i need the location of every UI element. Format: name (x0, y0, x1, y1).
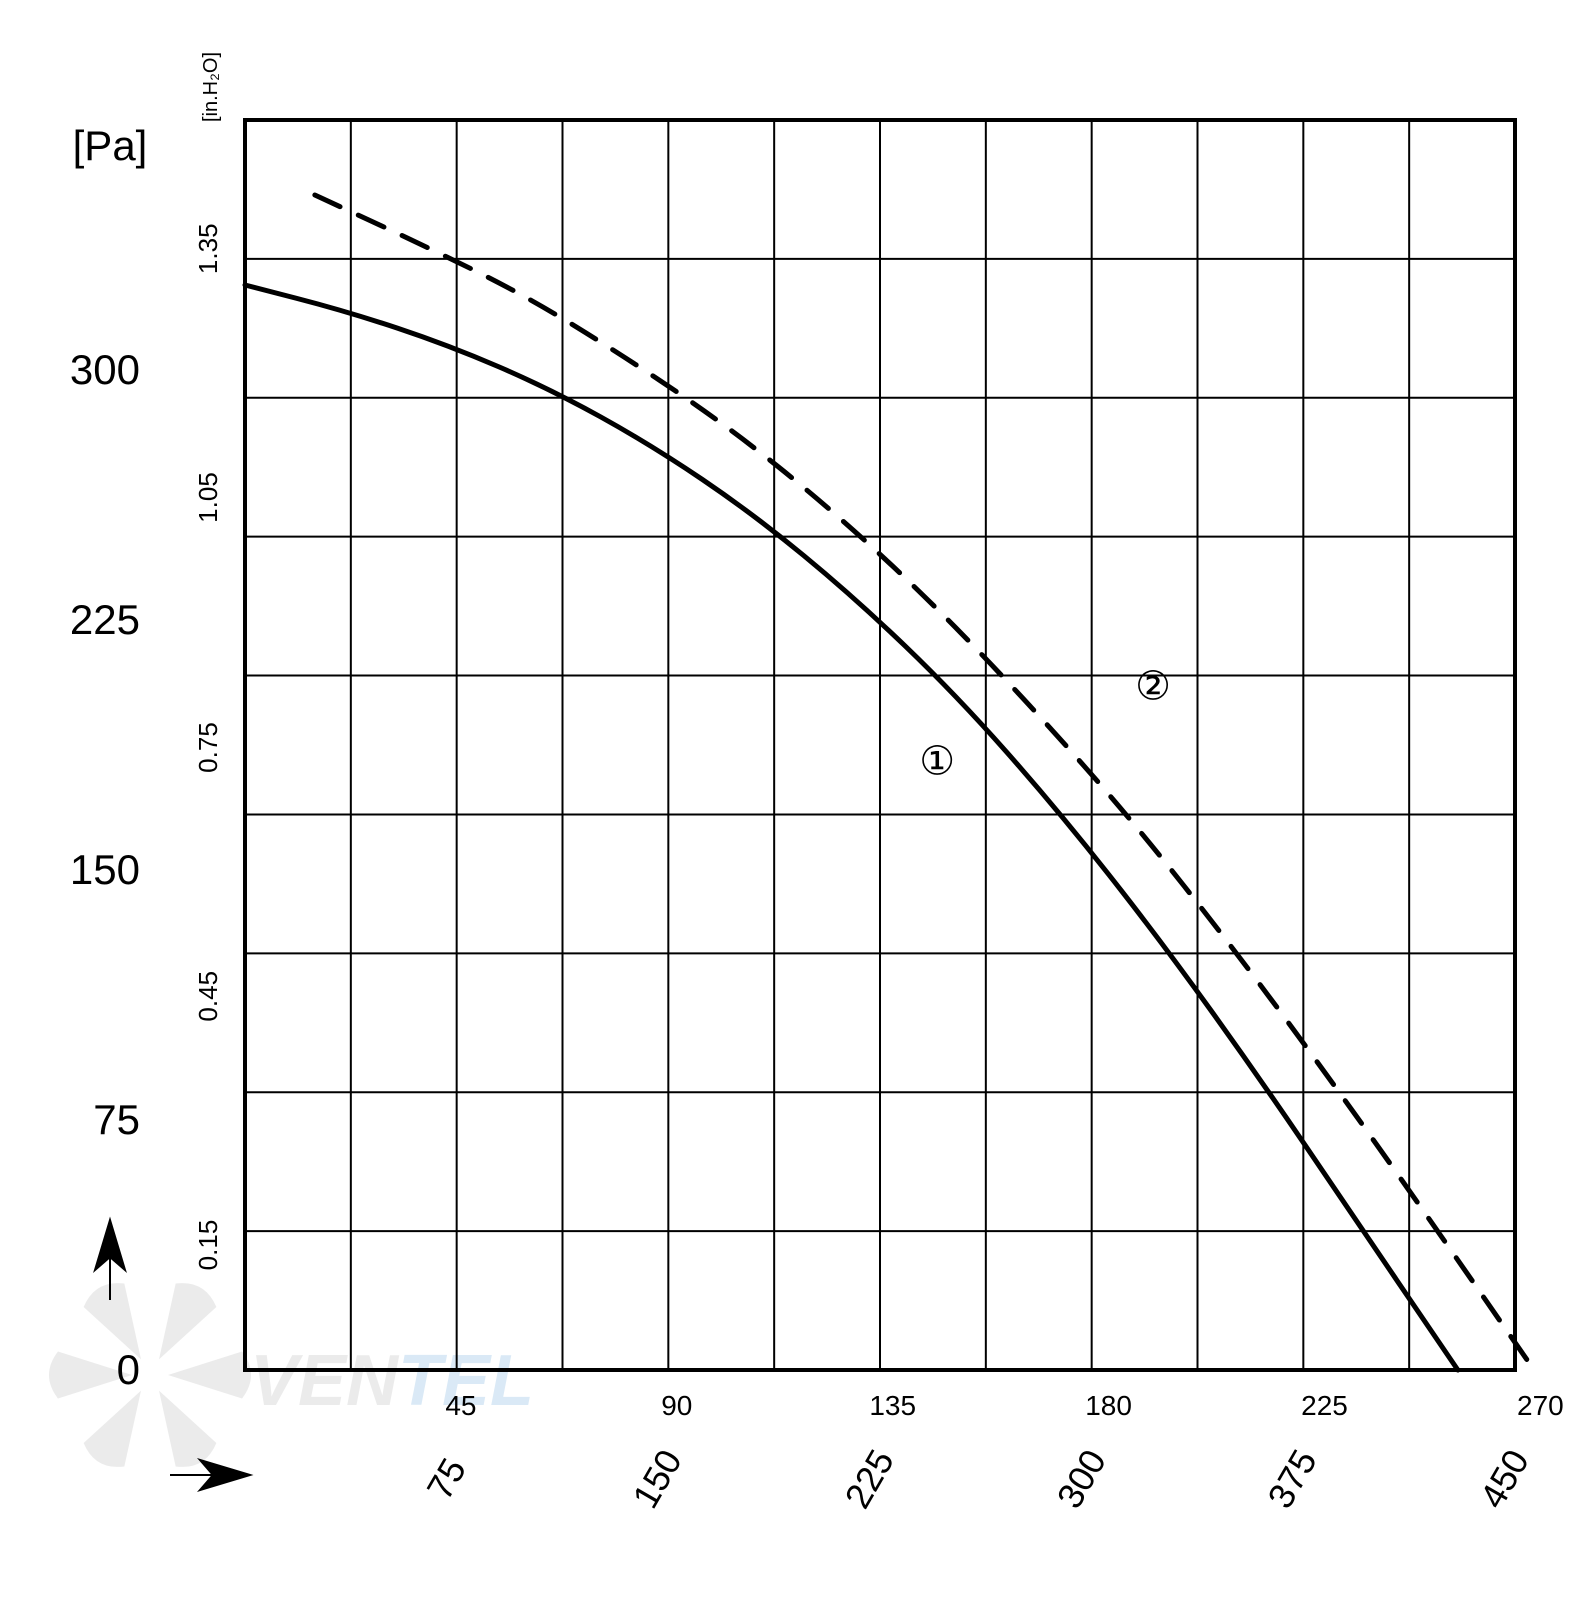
y-right-tick-2: 0.75 (193, 722, 223, 773)
grid (245, 120, 1515, 1370)
x-m3h-tick-5: 450 (1471, 1442, 1537, 1515)
x-m3h-tick-1: 150 (624, 1442, 690, 1515)
curve-curve1 (245, 285, 1458, 1370)
y-left-tick-3: 75 (93, 1096, 140, 1143)
x-cfm-tick-3: 180 (1085, 1390, 1132, 1421)
y-right-tick-0: 1.35 (193, 223, 223, 274)
x-m3h-tick-4: 375 (1259, 1442, 1325, 1515)
x-cfm-tick-1: 90 (661, 1390, 692, 1421)
curves: ①② (245, 195, 1534, 1370)
fan-performance-chart: VENTEL①②[Pa]300225150750[in.H₂O]1.351.05… (0, 20, 1586, 1590)
y-axis-unit-inh2o: [in.H₂O] (200, 52, 222, 122)
x-cfm-tick-5: 270 (1517, 1390, 1564, 1421)
x-m3h-tick-3: 300 (1048, 1442, 1114, 1515)
y-axis-unit-pa: [Pa] (73, 122, 148, 169)
y-left-tick-2: 150 (70, 846, 140, 893)
chart-svg: VENTEL①②[Pa]300225150750[in.H₂O]1.351.05… (0, 20, 1586, 1590)
x-cfm-tick-0: 45 (445, 1390, 476, 1421)
x-cfm-tick-2: 135 (869, 1390, 916, 1421)
curve-label-curve2: ② (1135, 664, 1171, 708)
curve-label-curve1: ① (919, 739, 955, 783)
y-left-tick-0: 300 (70, 346, 140, 393)
x-m3h-tick-2: 225 (836, 1442, 902, 1515)
y-right-tick-3: 0.45 (193, 971, 223, 1022)
y-right-tick-4: 0.15 (193, 1220, 223, 1271)
svg-text:VENTEL: VENTEL (250, 1341, 534, 1421)
y-left-tick-4: 0 (117, 1346, 140, 1393)
y-right-tick-1: 1.05 (193, 472, 223, 523)
x-cfm-tick-4: 225 (1301, 1390, 1348, 1421)
y-left-tick-1: 225 (70, 596, 140, 643)
x-m3h-tick-0: 75 (418, 1451, 474, 1506)
